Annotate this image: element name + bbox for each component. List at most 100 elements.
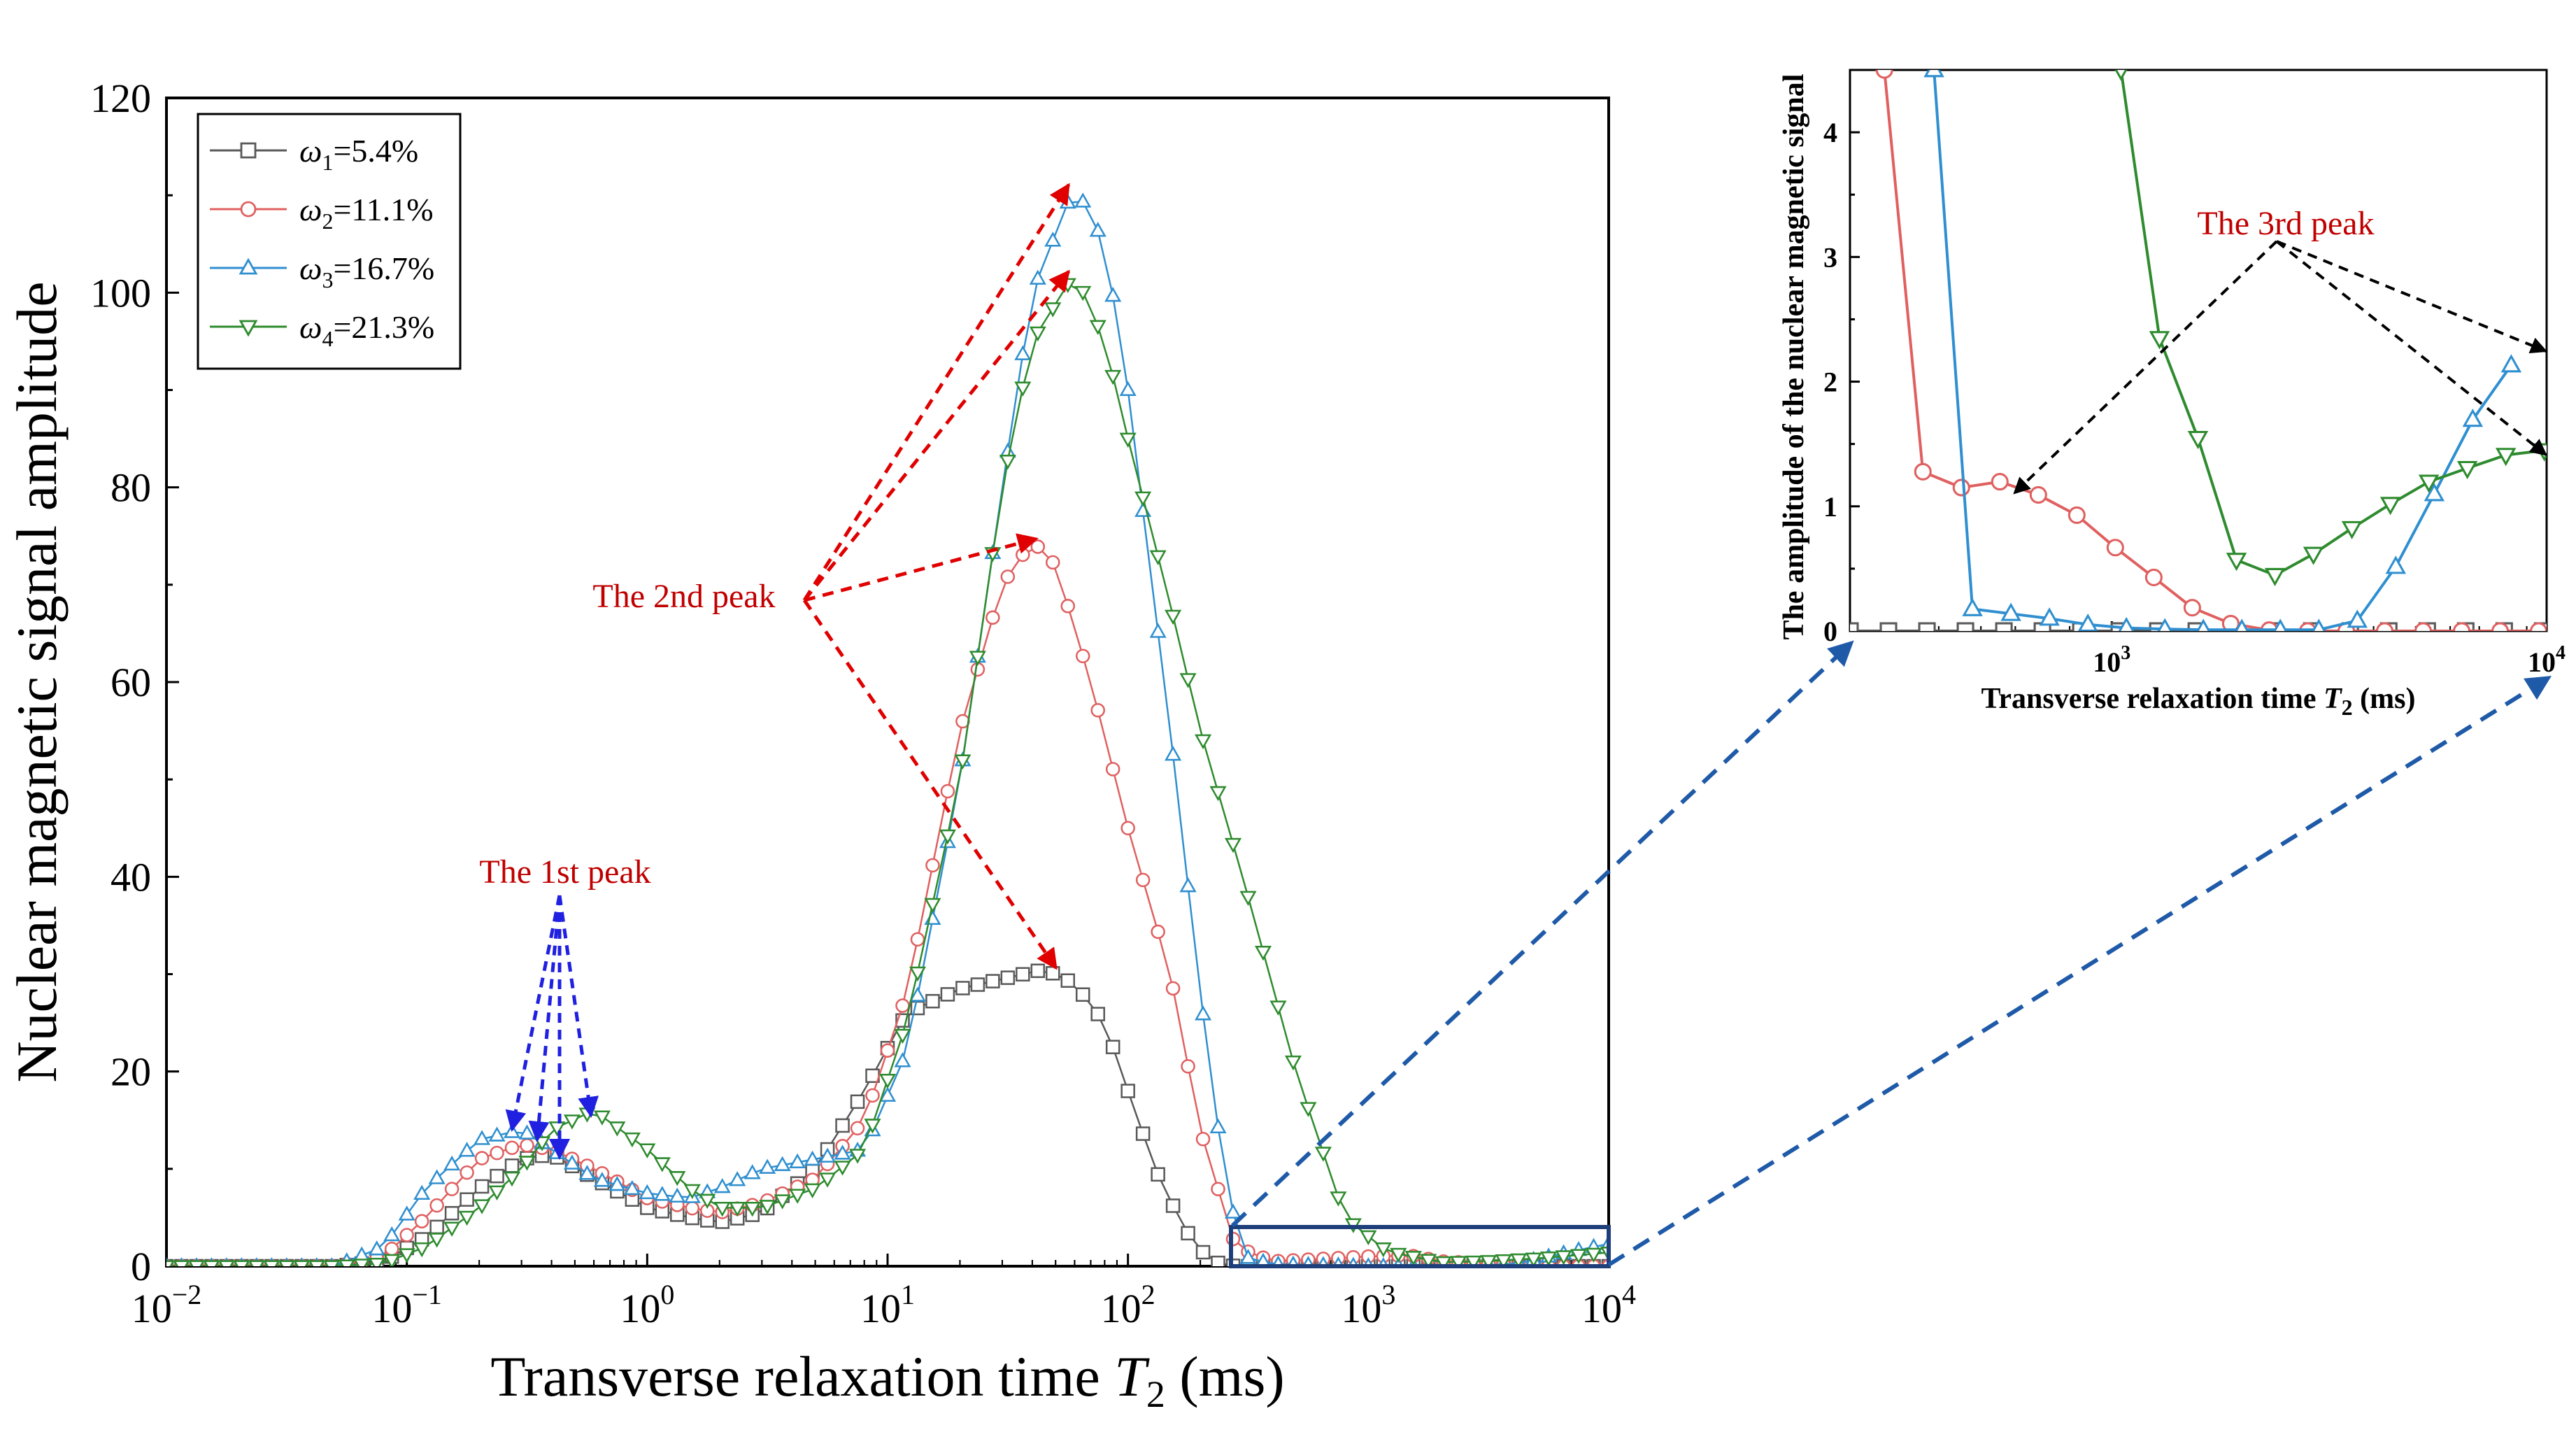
data-point — [789, 1153, 806, 1169]
data-point — [1060, 973, 1076, 988]
data-point — [1029, 269, 1046, 285]
legend-item-4: ω4=21.3% — [210, 309, 434, 351]
data-point — [1314, 1147, 1332, 1162]
data-point — [2530, 622, 2547, 631]
data-point — [1029, 326, 1046, 342]
data-point — [1239, 1249, 1257, 1264]
data-point — [1224, 1203, 1242, 1219]
data-point — [683, 1184, 701, 1200]
data-point — [548, 1121, 566, 1137]
series-4 — [2114, 70, 2547, 587]
legend-item-2: ω2=11.1% — [210, 192, 434, 234]
data-point — [865, 1088, 880, 1103]
data-point — [1585, 1247, 1602, 1263]
data-point — [1287, 1255, 1300, 1266]
data-point — [490, 1168, 504, 1184]
data-point — [1918, 622, 1936, 631]
data-point — [669, 1171, 686, 1186]
second-peak-arrow-1 — [802, 183, 1071, 602]
data-point — [578, 1165, 596, 1180]
data-point — [1209, 786, 1227, 802]
data-point — [1134, 491, 1152, 506]
data-point — [1089, 320, 1106, 335]
data-point — [2144, 568, 2163, 586]
data-point — [774, 1194, 791, 1210]
third-peak-arrows — [2013, 240, 2548, 495]
data-point — [593, 1172, 611, 1187]
legend-symbol: ω — [299, 133, 322, 169]
main-x-axis-title-suffix: (ms) — [1165, 1345, 1285, 1408]
data-point — [969, 651, 986, 666]
x-tick-label: 10−2 — [131, 1279, 202, 1331]
data-point — [563, 1154, 581, 1170]
data-point — [729, 1171, 746, 1186]
third-peak-label: The 3rd peak — [2197, 205, 2374, 242]
series-4 — [166, 278, 1609, 1266]
data-point — [1014, 381, 1032, 397]
series-line — [166, 545, 1609, 1266]
data-point — [2341, 520, 2363, 539]
data-point — [729, 1202, 746, 1217]
data-point — [187, 1260, 206, 1266]
data-point — [999, 454, 1016, 470]
series-2 — [166, 539, 1609, 1266]
second-peak-arrow-2 — [803, 269, 1070, 602]
data-point — [1014, 345, 1032, 360]
data-point — [2149, 622, 2167, 631]
legend-marker — [240, 142, 257, 159]
legend-subscript: 2 — [322, 208, 333, 234]
data-point — [203, 1260, 220, 1266]
x-tick-base: 10 — [1341, 1286, 1381, 1331]
data-point — [1165, 981, 1181, 996]
x-tick-base: 10 — [1581, 1286, 1622, 1331]
data-point — [278, 1260, 295, 1266]
data-point — [429, 1198, 444, 1213]
main-series-group — [166, 192, 1609, 1266]
legend-label: ω4=21.3% — [299, 309, 434, 351]
data-point — [1330, 1191, 1347, 1207]
data-point — [1956, 622, 1974, 631]
legend-label: ω2=11.1% — [299, 192, 434, 234]
data-point — [910, 932, 925, 947]
data-point — [2462, 409, 2484, 427]
data-point — [2452, 622, 2471, 631]
data-point — [2491, 622, 2510, 631]
data-point — [474, 1179, 490, 1194]
data-point — [774, 1156, 791, 1171]
legend-symbol: ω — [299, 250, 322, 286]
x-tick-exp: 4 — [1622, 1279, 1636, 1310]
data-point — [1044, 232, 1062, 247]
series-3 — [1923, 70, 2522, 631]
data-point — [1952, 478, 1970, 497]
data-point — [1120, 821, 1135, 836]
series-line — [1933, 70, 2513, 631]
legend-label: ω3=16.7% — [299, 250, 434, 292]
data-point — [384, 1241, 399, 1256]
data-point — [878, 1073, 897, 1089]
data-point — [399, 1228, 414, 1242]
data-point — [713, 1202, 731, 1217]
y-tick-label: 0 — [1823, 616, 1837, 647]
data-point — [985, 974, 1000, 988]
data-point — [1272, 1255, 1285, 1266]
data-point — [653, 1157, 671, 1172]
data-point — [2385, 555, 2407, 574]
legend-value: =21.3% — [333, 309, 434, 345]
data-point — [878, 1086, 897, 1102]
y-tick-label: 2 — [1823, 367, 1837, 398]
data-point — [2068, 506, 2086, 524]
data-point — [1044, 302, 1062, 318]
data-point — [685, 1200, 700, 1216]
data-point — [429, 1219, 444, 1235]
x-tick-label: 10−1 — [371, 1279, 442, 1331]
data-point — [925, 858, 940, 873]
x-tick-base: 10 — [131, 1286, 172, 1331]
data-point — [474, 1130, 491, 1145]
x-tick-exp: −1 — [412, 1279, 442, 1310]
data-point — [1195, 734, 1212, 750]
x-tick-label: 104 — [1581, 1279, 1636, 1331]
data-point — [1075, 987, 1090, 1002]
data-point — [2221, 614, 2240, 631]
x-tick-label: 104 — [2528, 642, 2566, 678]
data-point — [835, 1118, 850, 1133]
